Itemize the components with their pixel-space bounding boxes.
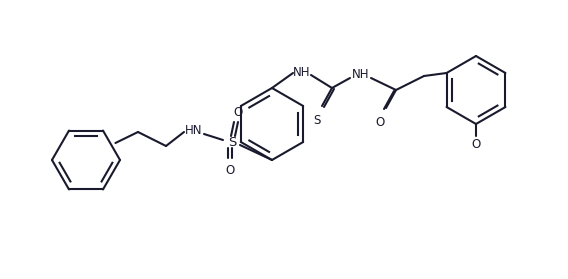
Text: NH: NH <box>293 66 311 78</box>
Text: HN: HN <box>185 124 203 138</box>
Text: O: O <box>225 165 235 177</box>
Text: S: S <box>228 136 236 148</box>
Text: S: S <box>314 114 321 128</box>
Text: O: O <box>233 107 243 119</box>
Text: O: O <box>471 138 481 150</box>
Text: NH: NH <box>352 68 370 81</box>
Text: O: O <box>375 117 385 129</box>
